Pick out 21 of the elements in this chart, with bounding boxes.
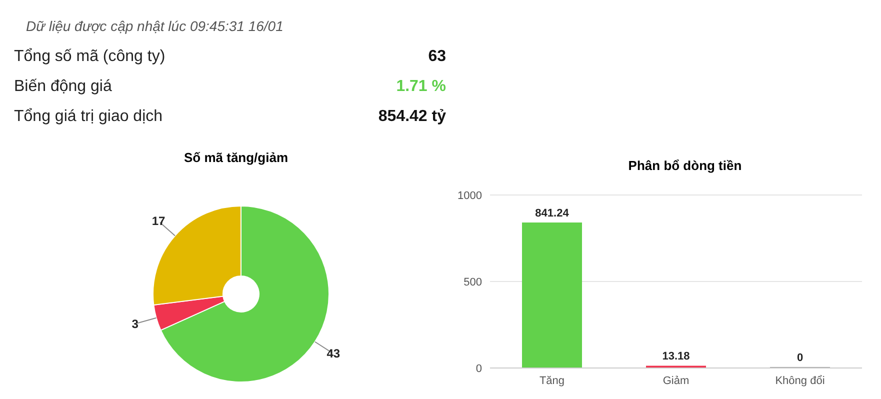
text: 63	[428, 48, 446, 65]
x-tick-label: Không đổi	[775, 374, 825, 387]
category-label: Tổng giá trị giao dịch	[14, 108, 163, 126]
text: 1.71 %	[396, 78, 446, 95]
y-tick-label: 0	[476, 362, 482, 375]
data-label: 13.18	[662, 350, 690, 363]
data-label: 0	[796, 352, 804, 364]
y-tick-label: 1000	[458, 190, 482, 202]
x-tick-label: Giảm	[662, 374, 690, 387]
category-label: Biến động giá	[14, 78, 112, 96]
category-label: Tổng số mã (công ty)	[14, 48, 166, 66]
data-label: 841.24	[535, 207, 570, 220]
x-tick-label: Tăng	[539, 374, 565, 387]
data-label: 43	[326, 346, 340, 361]
text: Dữ liệu được cập nhật lúc 09:45:31 16/01	[26, 18, 284, 34]
chart-title: Phân bổ dòng tiền	[627, 158, 743, 173]
data-label: 17	[152, 214, 166, 228]
data-label: 3	[132, 316, 139, 331]
text: 854.42 tỷ	[378, 108, 446, 125]
y-tick-label: 500	[464, 276, 482, 288]
chart-title: Số mã tăng/giảm	[182, 150, 290, 165]
